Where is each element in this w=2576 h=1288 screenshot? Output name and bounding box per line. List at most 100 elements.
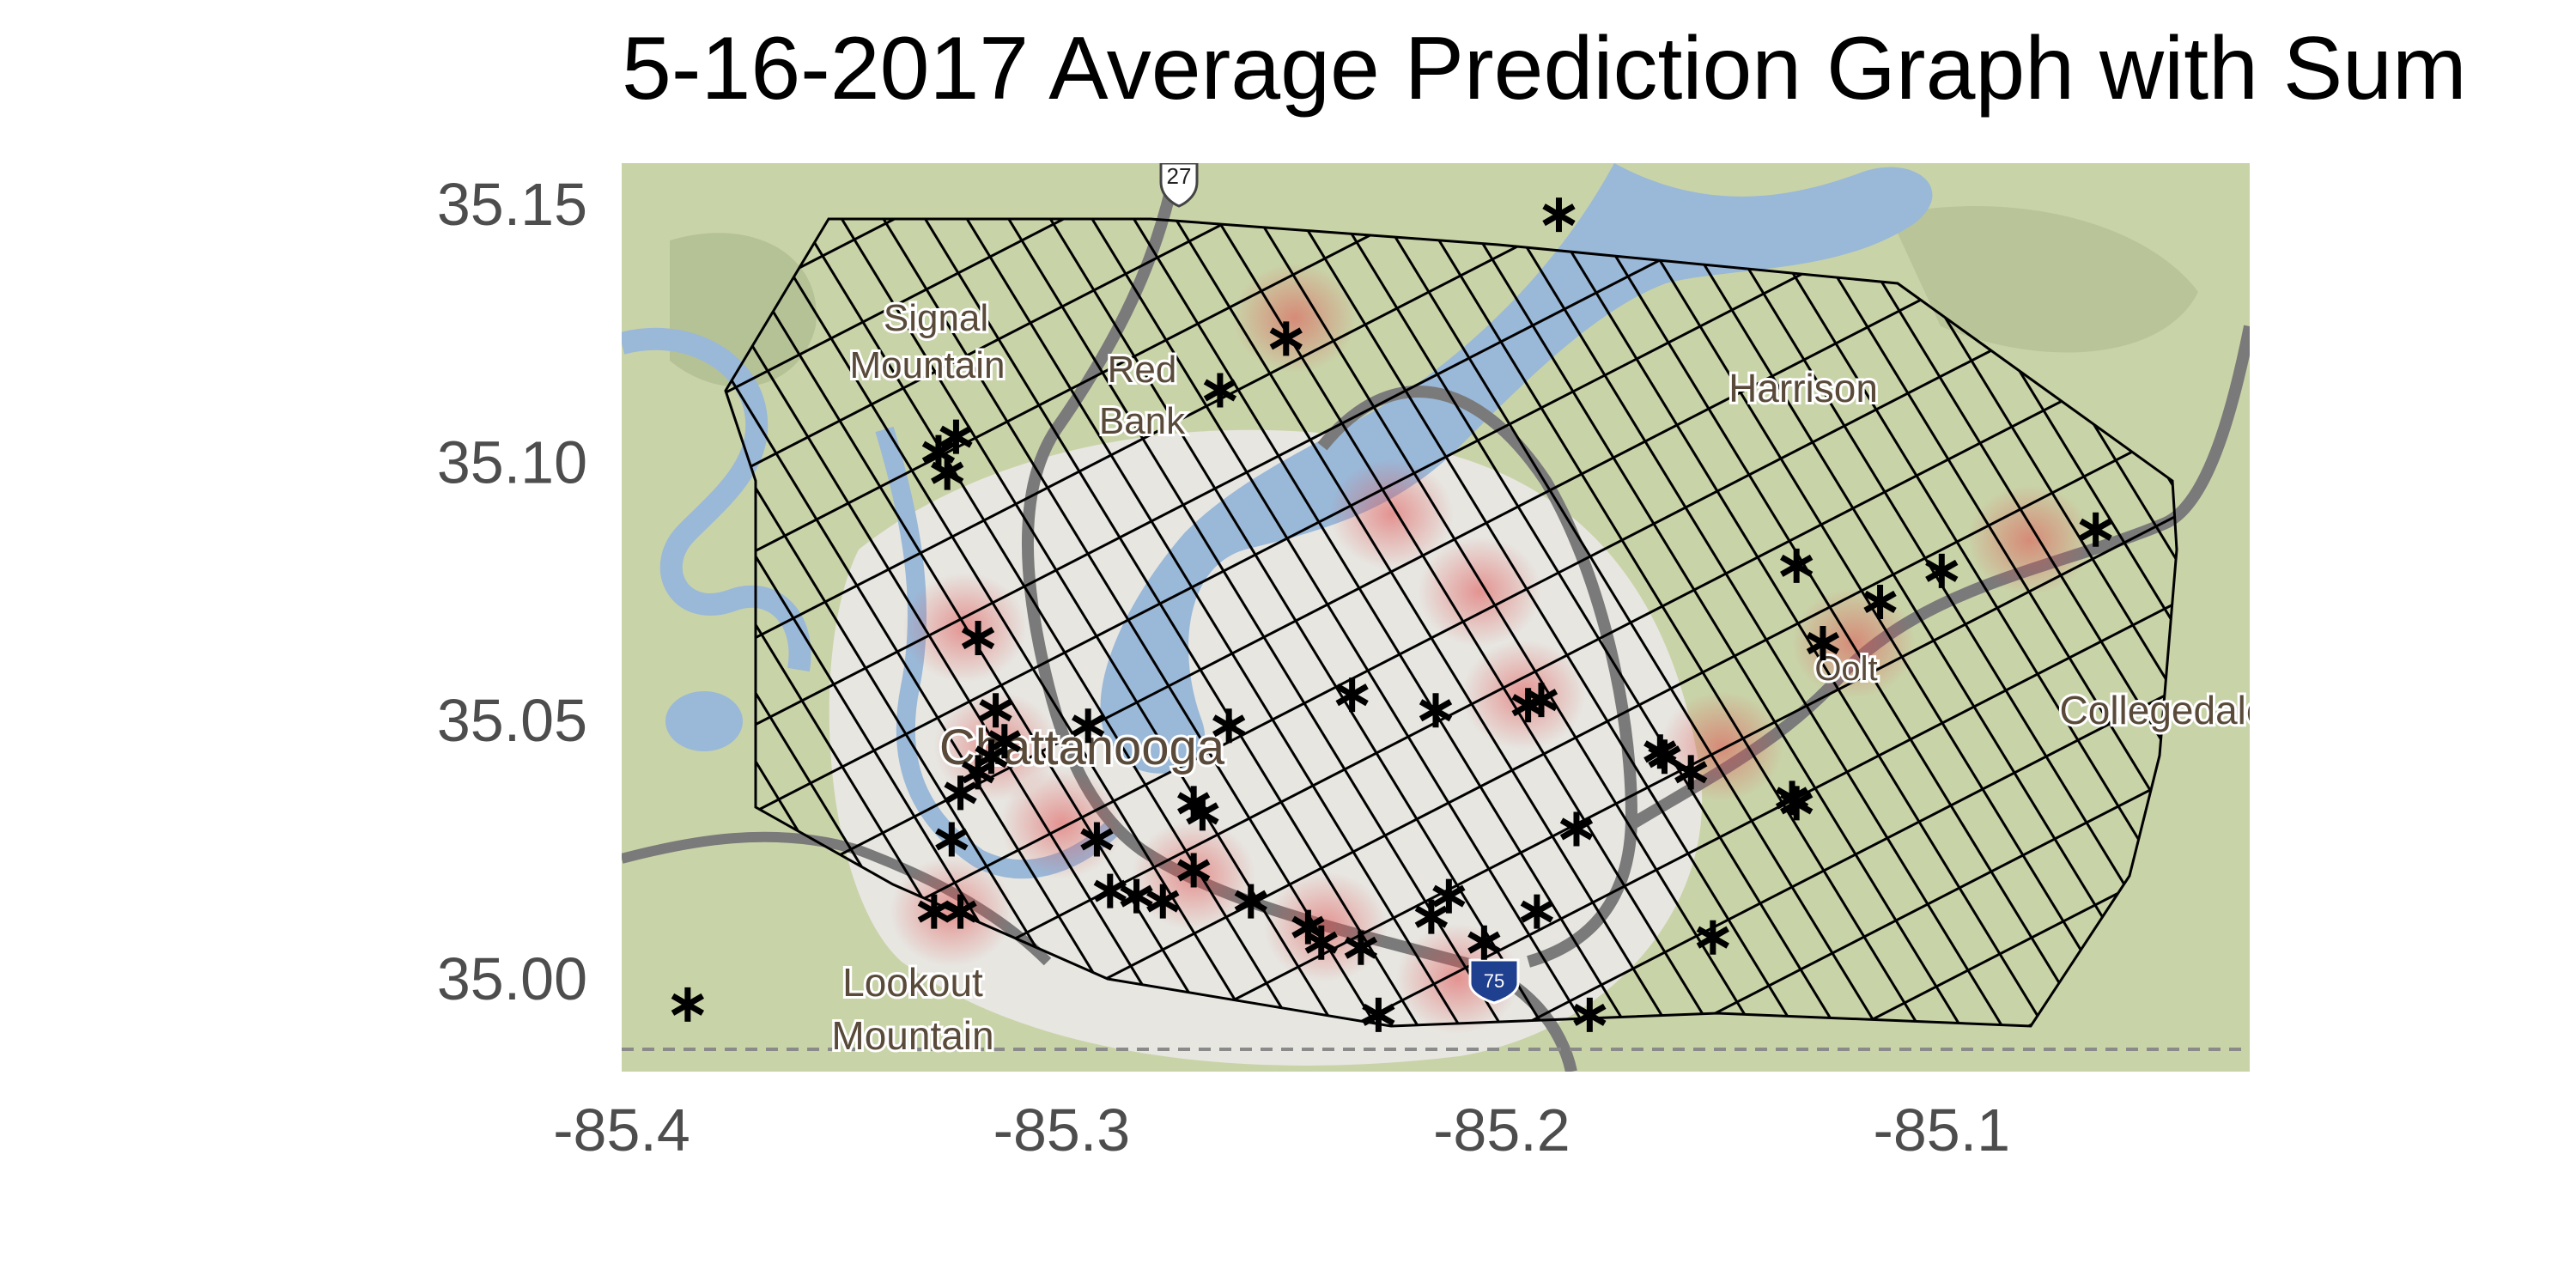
- marker-stroke: [975, 745, 1008, 769]
- label-lookout-mountain-2: Mountain: [831, 1013, 993, 1058]
- incident-marker: [1212, 708, 1246, 744]
- marker-stroke: [917, 900, 951, 923]
- marker-stroke: [1186, 802, 1219, 825]
- grid-line: [726, 219, 2148, 1026]
- marker-stroke: [1304, 931, 1338, 954]
- incident-marker: [1186, 796, 1219, 831]
- lake: [665, 691, 743, 751]
- grid-line: [0, 0, 2237, 56]
- marker-stroke: [1863, 590, 1897, 614]
- marker-stroke: [1072, 714, 1105, 738]
- route-27-shield: 27: [1159, 163, 1199, 208]
- incident-marker: [935, 822, 969, 857]
- marker-stroke: [944, 900, 977, 923]
- grid-outline: [724, 217, 2178, 1028]
- hotspot: [1263, 872, 1388, 982]
- marker-stroke: [1806, 632, 1840, 655]
- marker-stroke: [979, 699, 1012, 722]
- marker-stroke: [1511, 694, 1545, 717]
- incident-marker: [671, 987, 705, 1022]
- svg-text:27: 27: [1167, 163, 1192, 189]
- incident-marker: [917, 894, 951, 929]
- incident-marker: [1335, 677, 1369, 713]
- marker-stroke: [987, 730, 1021, 753]
- incident-marker: [987, 724, 1021, 759]
- incident-marker: [1573, 997, 1607, 1032]
- marker-stroke: [1291, 915, 1325, 939]
- incident-marker: [1234, 884, 1267, 919]
- marker-stroke: [1775, 787, 1809, 810]
- marker-stroke: [935, 828, 969, 851]
- incident-marker: [1203, 373, 1237, 408]
- grid-line: [726, 219, 2177, 1026]
- marker-stroke: [1542, 204, 1576, 227]
- incident-marker: [1093, 873, 1127, 908]
- incident-marker: [1080, 822, 1114, 857]
- grid-line: [726, 219, 2177, 1026]
- marker-stroke: [1344, 936, 1378, 959]
- grid-line: [726, 219, 2177, 1026]
- incident-marker: [1120, 878, 1153, 914]
- incident-marker: [1269, 321, 1303, 356]
- hotspot: [1791, 588, 1916, 699]
- marker-stroke: [1093, 879, 1127, 902]
- x-axis-ticks: -85.4 -85.3 -85.2 -85.1: [553, 1097, 2010, 1163]
- marker-stroke: [921, 440, 956, 464]
- incident-marker: [1643, 734, 1677, 769]
- marker-stroke: [944, 781, 977, 805]
- marker-stroke: [1120, 884, 1153, 908]
- marker-stroke: [1520, 900, 1554, 923]
- y-axis-ticks: 35.00 35.05 35.10 35.15: [437, 171, 587, 1012]
- grid-line: [0, 1082, 2576, 1288]
- grid-line: [726, 219, 2117, 1026]
- marker-stroke: [1432, 884, 1466, 908]
- marker-stroke: [1203, 379, 1237, 402]
- x-tick-label: -85.3: [993, 1097, 1131, 1163]
- hotspot: [999, 769, 1124, 879]
- marker-stroke: [1146, 890, 1180, 913]
- chart-title: 5-16-2017 Average Prediction Graph with …: [622, 19, 2467, 118]
- marker-stroke: [671, 993, 705, 1016]
- incident-marker: [961, 755, 995, 790]
- marker-stroke: [961, 761, 995, 784]
- ridge-shade: [1889, 206, 2198, 353]
- marker-stroke: [1335, 683, 1369, 707]
- x-tick-label: -85.2: [1433, 1097, 1571, 1163]
- incident-marker: [1291, 909, 1325, 945]
- grid-line: [726, 219, 2177, 1026]
- incident-marker: [1775, 781, 1809, 816]
- incident-marker: [961, 621, 995, 656]
- y-tick-label: 35.00: [437, 945, 587, 1012]
- marker-stroke: [1696, 926, 1729, 949]
- marker-stroke: [1780, 554, 1814, 577]
- incident-marker: [1863, 584, 1897, 619]
- marker-stroke: [1080, 828, 1114, 851]
- marker-stroke: [1269, 327, 1303, 350]
- y-tick-label: 35.10: [437, 429, 587, 496]
- marker-stroke: [931, 461, 964, 484]
- incident-marker: [1344, 930, 1378, 965]
- marker-stroke: [1467, 931, 1501, 954]
- marker-stroke: [1573, 1003, 1607, 1026]
- incident-marker: [1432, 878, 1466, 914]
- incident-marker: [975, 739, 1008, 775]
- label-harrison: Harrison: [1728, 366, 1878, 410]
- label-collegedale: Collegedale: [2060, 688, 2269, 732]
- incident-markers: [671, 197, 2112, 1032]
- hotspot: [1329, 459, 1454, 569]
- incident-marker: [1520, 894, 1554, 929]
- x-tick-label: -85.1: [1874, 1097, 2011, 1163]
- incident-marker: [1304, 925, 1338, 960]
- river-bend: [622, 327, 811, 672]
- marker-stroke: [1212, 714, 1246, 738]
- marker-stroke: [1419, 699, 1453, 722]
- label-signal-mountain-2: Mountain: [849, 344, 1005, 386]
